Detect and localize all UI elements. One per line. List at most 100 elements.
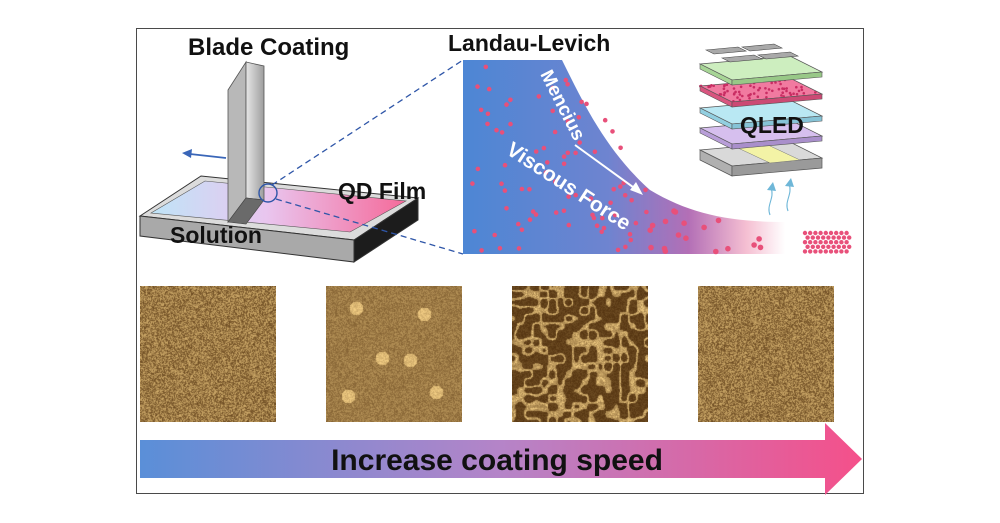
nanoparticle — [566, 222, 572, 228]
qd-layer-dot — [764, 87, 767, 90]
packed-qd — [823, 230, 828, 236]
packed-qd — [844, 249, 849, 254]
qd-layer-dot — [723, 83, 726, 87]
nanoparticle — [499, 130, 505, 135]
packed-qd — [841, 244, 847, 249]
qd-layer-dot — [725, 83, 729, 86]
afm-panel-4 — [698, 286, 834, 422]
nanoparticle — [485, 121, 490, 127]
nanoparticle — [565, 82, 570, 87]
evaporation-arrows — [767, 178, 794, 216]
nanoparticle — [618, 145, 623, 151]
blade — [227, 60, 265, 225]
nanoparticle — [543, 170, 549, 175]
nanoparticle — [475, 166, 481, 172]
qd-layer-dot — [733, 92, 736, 95]
nanoparticle — [550, 108, 555, 114]
nanoparticle — [627, 231, 633, 237]
packed-qd — [831, 244, 836, 249]
qd-layer-dot — [781, 87, 784, 90]
qd-layer-dot — [785, 87, 788, 90]
packed-qd — [813, 230, 818, 236]
qd-layer-dot — [800, 88, 804, 92]
nanoparticle — [647, 227, 653, 233]
nanoparticle — [600, 215, 605, 221]
nanoparticle — [527, 217, 533, 222]
packed-qd — [802, 230, 808, 236]
qd-layer-dot — [748, 97, 751, 100]
packed-qd-film — [802, 230, 852, 254]
qd-layer-dot — [800, 85, 803, 89]
nanoparticle — [475, 84, 480, 89]
packed-qd — [828, 230, 834, 236]
qd-layer-dot — [756, 95, 760, 98]
packed-qd — [826, 244, 831, 249]
packed-qd — [815, 244, 821, 249]
nanoparticle — [519, 186, 525, 192]
zoom-lines — [271, 59, 464, 255]
qd-layer-dot — [771, 89, 774, 93]
qd-layer-dot — [749, 93, 752, 96]
qd-layer-dot — [792, 92, 795, 95]
nanoparticle — [675, 232, 682, 238]
nanoparticle — [486, 86, 492, 92]
nanoparticle — [623, 244, 628, 250]
packed-qd — [815, 235, 821, 240]
nanoparticle — [552, 179, 558, 184]
qd-layer-dot — [712, 84, 715, 87]
nanoparticle — [504, 102, 509, 107]
speed-arrow-shape — [140, 423, 862, 495]
qd-layer-dot — [802, 92, 806, 95]
motion-arrow — [182, 149, 227, 159]
packed-qd — [847, 244, 852, 249]
packed-qd — [818, 240, 823, 245]
qd-layer-dot — [777, 87, 781, 91]
nanoparticle — [751, 242, 757, 248]
packed-qd — [805, 235, 810, 240]
nanoparticle — [577, 140, 582, 145]
nanoparticle-dots — [470, 64, 764, 255]
packed-qd — [826, 235, 831, 240]
nanoparticle — [573, 192, 578, 198]
qd-layer-dot — [758, 86, 762, 90]
nanoparticle — [715, 217, 722, 224]
nanoparticle — [622, 193, 628, 198]
nanoparticle — [612, 212, 618, 218]
packed-qd — [805, 244, 810, 249]
nanoparticle — [618, 184, 623, 189]
nanoparticle — [584, 101, 589, 107]
nanoparticle — [470, 181, 475, 186]
nanoparticle — [497, 246, 503, 251]
nanoparticle — [649, 222, 656, 229]
nanoparticle — [504, 206, 509, 211]
nanoparticle — [561, 154, 567, 159]
packed-qd — [834, 240, 839, 245]
packed-qd — [844, 230, 849, 236]
nanoparticle — [478, 107, 484, 113]
nanoparticle — [681, 220, 687, 226]
qd-layer-dot — [718, 93, 722, 96]
nanoparticle — [553, 210, 559, 215]
nanoparticle — [541, 145, 547, 151]
packed-qd — [828, 249, 834, 254]
landau-levich-label: Landau-Levich — [448, 30, 611, 56]
nanoparticle — [561, 161, 567, 167]
packed-qd — [813, 240, 818, 245]
nanoparticle — [576, 115, 582, 120]
nanoparticle — [502, 188, 508, 193]
nanoparticle — [573, 150, 578, 156]
blade-coating-label: Blade Coating — [188, 34, 350, 61]
packed-qd — [834, 230, 839, 236]
nanoparticle — [492, 232, 498, 238]
nanoparticle — [566, 194, 571, 199]
qled-label: QLED — [740, 112, 804, 138]
speed-arrow-label: Increase coating speed — [331, 444, 663, 477]
qd-layer-dot — [732, 87, 736, 90]
qd-layer-dot — [739, 85, 743, 89]
nanoparticle — [550, 85, 556, 91]
nanoparticle — [610, 129, 615, 134]
nanoparticle — [579, 99, 584, 105]
qd-layer-dot — [723, 91, 726, 94]
qd-layer-dot — [747, 94, 750, 97]
